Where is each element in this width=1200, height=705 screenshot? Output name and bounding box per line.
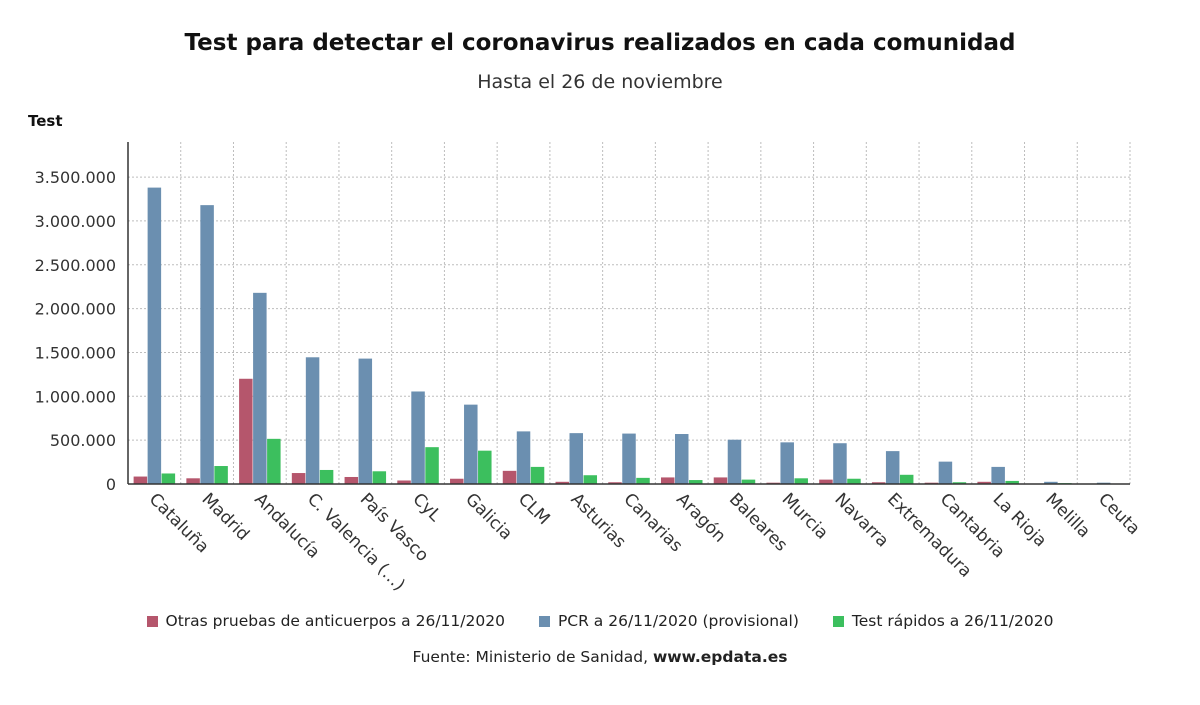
- legend-item-test-rapidos: Test rápidos a 26/11/2020: [832, 612, 1054, 630]
- y-tick-label: 1.000.000: [35, 387, 116, 406]
- bar: [358, 358, 373, 484]
- legend: Otras pruebas de anticuerpos a 26/11/202…: [0, 612, 1200, 630]
- bar: [305, 357, 320, 484]
- bar: [411, 391, 425, 484]
- bar: [885, 451, 900, 484]
- bar: [133, 476, 148, 484]
- bar: [214, 466, 228, 484]
- source-site: www.epdata.es: [652, 648, 788, 666]
- bar: [688, 480, 703, 484]
- legend-label-pcr: PCR a 26/11/2020 (provisional): [557, 612, 799, 630]
- x-tick-label: Melilla: [1041, 489, 1094, 542]
- bar: [253, 292, 267, 484]
- bar: [530, 466, 545, 484]
- bar: [833, 443, 847, 484]
- bar: [847, 478, 861, 484]
- source-note: Fuente: Ministerio de Sanidad, www.epdat…: [0, 648, 1200, 666]
- x-tick-label: CLM: [514, 489, 554, 529]
- legend-swatch-test-rapidos: [832, 615, 844, 627]
- bar: [608, 482, 622, 484]
- legend-swatch-pcr: [538, 615, 550, 627]
- bar: [741, 479, 756, 484]
- chart-title: Test para detectar el coronavirus realiz…: [184, 30, 1016, 56]
- x-tick-label: C. Valencia (…): [303, 489, 409, 595]
- x-tick-label: Asturias: [567, 489, 630, 552]
- bar: [425, 447, 439, 484]
- y-tick-label: 2.500.000: [35, 256, 116, 275]
- x-tick-label: Ceuta: [1094, 489, 1144, 539]
- x-tick-label: Navarra: [830, 489, 892, 551]
- bar: [660, 477, 675, 484]
- bar: [938, 461, 953, 484]
- bar: [450, 478, 464, 484]
- bar: [622, 433, 636, 484]
- bar: [464, 404, 478, 484]
- y-axis-label: Test: [28, 112, 63, 130]
- legend-item-pcr: PCR a 26/11/2020 (provisional): [538, 612, 799, 630]
- bar: [871, 482, 886, 484]
- bar: [636, 477, 650, 484]
- bar: [555, 481, 570, 484]
- bar: [372, 471, 387, 484]
- y-tick-label: 0: [106, 475, 116, 494]
- legend-label-anticuerpos: Otras pruebas de anticuerpos a 26/11/202…: [165, 612, 505, 630]
- bar: [239, 378, 253, 484]
- bar: [1044, 481, 1058, 484]
- bar-chart: 0 500.000 1.000.000 1.500.000 2.000.000 2.500…: [35, 142, 1144, 595]
- legend-label-test-rapidos: Test rápidos a 26/11/2020: [851, 612, 1054, 630]
- bar: [713, 477, 728, 484]
- bar: [952, 482, 967, 484]
- bar: [161, 473, 176, 484]
- source-prefix: Fuente: Ministerio de Sanidad,: [412, 648, 653, 666]
- bar: [344, 476, 359, 484]
- bar: [819, 479, 833, 484]
- bar: [780, 442, 794, 484]
- bar: [502, 470, 517, 484]
- bar: [478, 450, 492, 484]
- chart-subtitle: Hasta el 26 de noviembre: [477, 71, 723, 93]
- y-tick-label: 1.500.000: [35, 343, 116, 362]
- bar: [977, 481, 991, 484]
- y-tick-label: 500.000: [50, 431, 116, 450]
- bar: [186, 478, 200, 484]
- bar: [1005, 480, 1019, 484]
- y-tick-label: 3.000.000: [35, 212, 116, 231]
- bar: [147, 187, 162, 484]
- legend-item-anticuerpos: Otras pruebas de anticuerpos a 26/11/202…: [146, 612, 505, 630]
- legend-swatch-anticuerpos: [146, 615, 158, 627]
- x-tick-label: Galicia: [461, 489, 516, 544]
- bar: [583, 475, 598, 484]
- bar: [899, 474, 914, 484]
- bar: [516, 431, 531, 484]
- bar: [319, 469, 334, 484]
- y-tick-label: 2.000.000: [35, 300, 116, 319]
- bar: [727, 439, 742, 484]
- y-tick-label: 3.500.000: [35, 168, 116, 187]
- x-tick-label: CyL: [409, 489, 446, 526]
- bar: [794, 478, 808, 484]
- bar: [991, 466, 1005, 484]
- bar: [200, 205, 214, 484]
- bar: [674, 434, 689, 484]
- bar: [267, 438, 281, 484]
- bar: [397, 480, 411, 484]
- bar: [569, 433, 584, 484]
- bar: [291, 473, 306, 484]
